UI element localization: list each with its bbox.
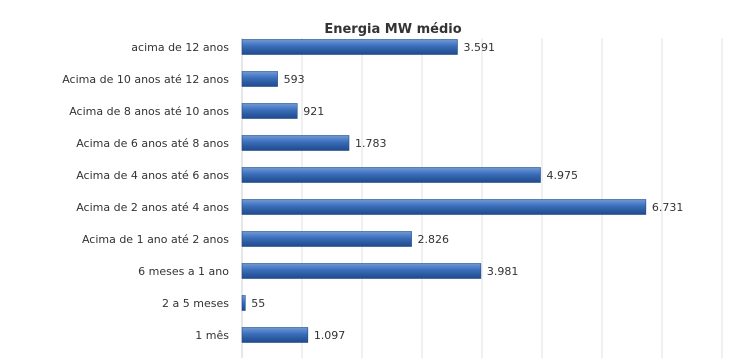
- bar: [241, 295, 246, 311]
- chart-title: Energia MW médio: [324, 22, 461, 37]
- category-label: Acima de 1 ano até 2 anos: [82, 233, 229, 246]
- category-label: 2 a 5 meses: [162, 297, 229, 310]
- bar: [241, 231, 412, 247]
- bar: [241, 135, 350, 151]
- value-labels: 3.591 593 921 1.783 4.975 6.731 2.826 3.981 55 1.…: [251, 41, 683, 342]
- bar: [241, 39, 458, 55]
- bars: [241, 39, 647, 343]
- value-label: 6.731: [652, 201, 684, 214]
- bar: [241, 103, 298, 119]
- value-label: 1.097: [314, 329, 346, 342]
- category-label: Acima de 6 anos até 8 anos: [76, 137, 229, 150]
- value-label: 593: [284, 73, 305, 86]
- category-label: Acima de 4 anos até 6 anos: [76, 169, 229, 182]
- category-label: 1 mês: [195, 329, 229, 342]
- bar: [241, 199, 647, 215]
- category-label: Acima de 10 anos até 12 anos: [62, 73, 229, 86]
- bar: [241, 263, 482, 279]
- value-label: 55: [251, 297, 265, 310]
- value-label: 921: [303, 105, 324, 118]
- bar: [241, 327, 309, 343]
- category-label: Acima de 8 anos até 10 anos: [69, 105, 229, 118]
- value-label: 2.826: [418, 233, 450, 246]
- category-label: 6 meses a 1 ano: [138, 265, 229, 278]
- value-label: 4.975: [547, 169, 579, 182]
- bar: [241, 71, 278, 87]
- gridlines: [241, 38, 723, 358]
- category-label: Acima de 2 anos até 4 anos: [76, 201, 229, 214]
- category-label: acima de 12 anos: [131, 41, 229, 54]
- bar: [241, 167, 541, 183]
- value-label: 1.783: [355, 137, 387, 150]
- category-labels: acima de 12 anos Acima de 10 anos até 12 …: [62, 41, 229, 342]
- value-label: 3.981: [487, 265, 519, 278]
- value-label: 3.591: [463, 41, 495, 54]
